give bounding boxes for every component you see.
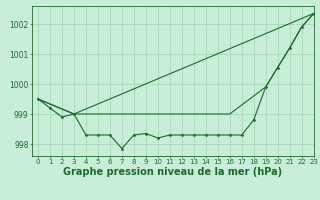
X-axis label: Graphe pression niveau de la mer (hPa): Graphe pression niveau de la mer (hPa) xyxy=(63,167,282,177)
